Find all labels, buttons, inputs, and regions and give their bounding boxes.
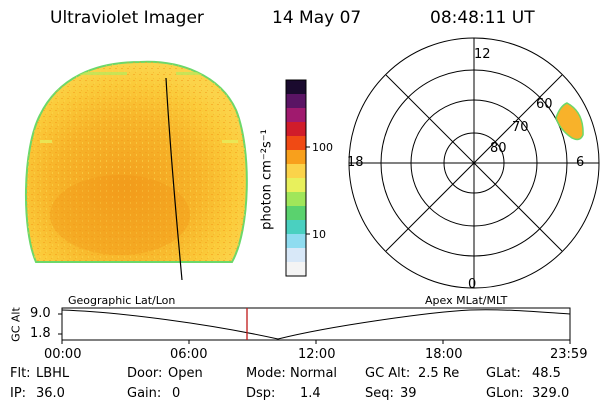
flt-label: Flt: bbox=[10, 366, 31, 381]
lat-label-60: 60 bbox=[536, 97, 553, 112]
seq-label: Seq: bbox=[365, 386, 394, 401]
alt-tick-label-9: 9.0 bbox=[30, 306, 51, 321]
time-tick-0000: 00:00 bbox=[44, 347, 82, 362]
observation-date: 14 May 07 bbox=[272, 8, 362, 28]
colorbar-label-100: 100 bbox=[312, 141, 333, 154]
time-tick-1800: 18:00 bbox=[425, 347, 463, 362]
flt-value: LBHL bbox=[36, 366, 70, 381]
colorbar-segment bbox=[286, 164, 306, 179]
colorbar-segment bbox=[286, 136, 306, 151]
gcalt-label: GC Alt: bbox=[365, 366, 411, 381]
apex-label: Apex MLat/MLT bbox=[425, 294, 508, 307]
time-tick-1200: 12:00 bbox=[298, 347, 336, 362]
gc-alt-axis-label: GC Alt bbox=[9, 307, 23, 342]
colorbar-segment bbox=[286, 150, 306, 165]
colorbar-segment bbox=[286, 262, 306, 277]
dsp-label: Dsp: bbox=[246, 386, 276, 401]
mode-value: Normal bbox=[290, 366, 338, 381]
door-value: Open bbox=[168, 366, 203, 381]
mlt-label-6: 6 bbox=[576, 155, 585, 170]
glon-label: GLon: bbox=[486, 386, 524, 401]
colorbar-segment bbox=[286, 220, 306, 235]
colorbar-unit-label: photon cm⁻²s⁻¹ bbox=[259, 129, 275, 230]
polar-mlt-plot bbox=[348, 37, 600, 289]
colorbar-frame bbox=[285, 79, 307, 277]
lat-label-70: 70 bbox=[512, 120, 529, 135]
geographic-label: Geographic Lat/Lon bbox=[68, 294, 176, 307]
earth-disk-image bbox=[24, 60, 248, 281]
colorbar-segment bbox=[286, 178, 306, 193]
time-tick-2359: 23:59 bbox=[550, 347, 588, 362]
glon-value: 329.0 bbox=[532, 386, 570, 401]
gain-label: Gain: bbox=[127, 386, 162, 401]
auroral-oval-patch bbox=[555, 102, 584, 141]
seq-value: 39 bbox=[400, 386, 417, 401]
colorbar-segment bbox=[286, 108, 306, 123]
dsp-value: 1.4 bbox=[300, 386, 321, 401]
altitude-strip bbox=[58, 307, 571, 344]
colorbar-segment bbox=[286, 248, 306, 263]
instrument-title: Ultraviolet Imager bbox=[50, 8, 204, 28]
time-tick-0600: 06:00 bbox=[170, 347, 208, 362]
mlt-label-12: 12 bbox=[474, 47, 491, 62]
colorbar-segment bbox=[286, 206, 306, 221]
colorbar-segment bbox=[286, 80, 306, 95]
ip-value: 36.0 bbox=[36, 386, 65, 401]
observation-time: 08:48:11 UT bbox=[430, 8, 535, 28]
glat-value: 48.5 bbox=[532, 366, 561, 381]
door-label: Door: bbox=[127, 366, 163, 381]
altitude-curve bbox=[61, 309, 571, 340]
colorbar-segment bbox=[286, 94, 306, 109]
gain-value: 0 bbox=[172, 386, 181, 401]
mlt-label-18: 18 bbox=[347, 155, 364, 170]
mode-label: Mode: bbox=[246, 366, 286, 381]
colorbar-label-10: 10 bbox=[312, 228, 326, 241]
gcalt-value: 2.5 Re bbox=[418, 366, 460, 381]
lat-label-80: 80 bbox=[490, 141, 507, 156]
colorbar-segment bbox=[286, 192, 306, 207]
ip-label: IP: bbox=[10, 386, 27, 401]
colorbar-segment bbox=[286, 234, 306, 249]
color-scale-bar bbox=[285, 79, 307, 277]
terminator-line bbox=[165, 77, 183, 281]
colorbar-segment bbox=[286, 122, 306, 137]
mlt-label-0: 0 bbox=[468, 277, 477, 292]
alt-tick-label-1-8: 1.8 bbox=[30, 326, 51, 341]
glat-label: GLat: bbox=[486, 366, 521, 381]
